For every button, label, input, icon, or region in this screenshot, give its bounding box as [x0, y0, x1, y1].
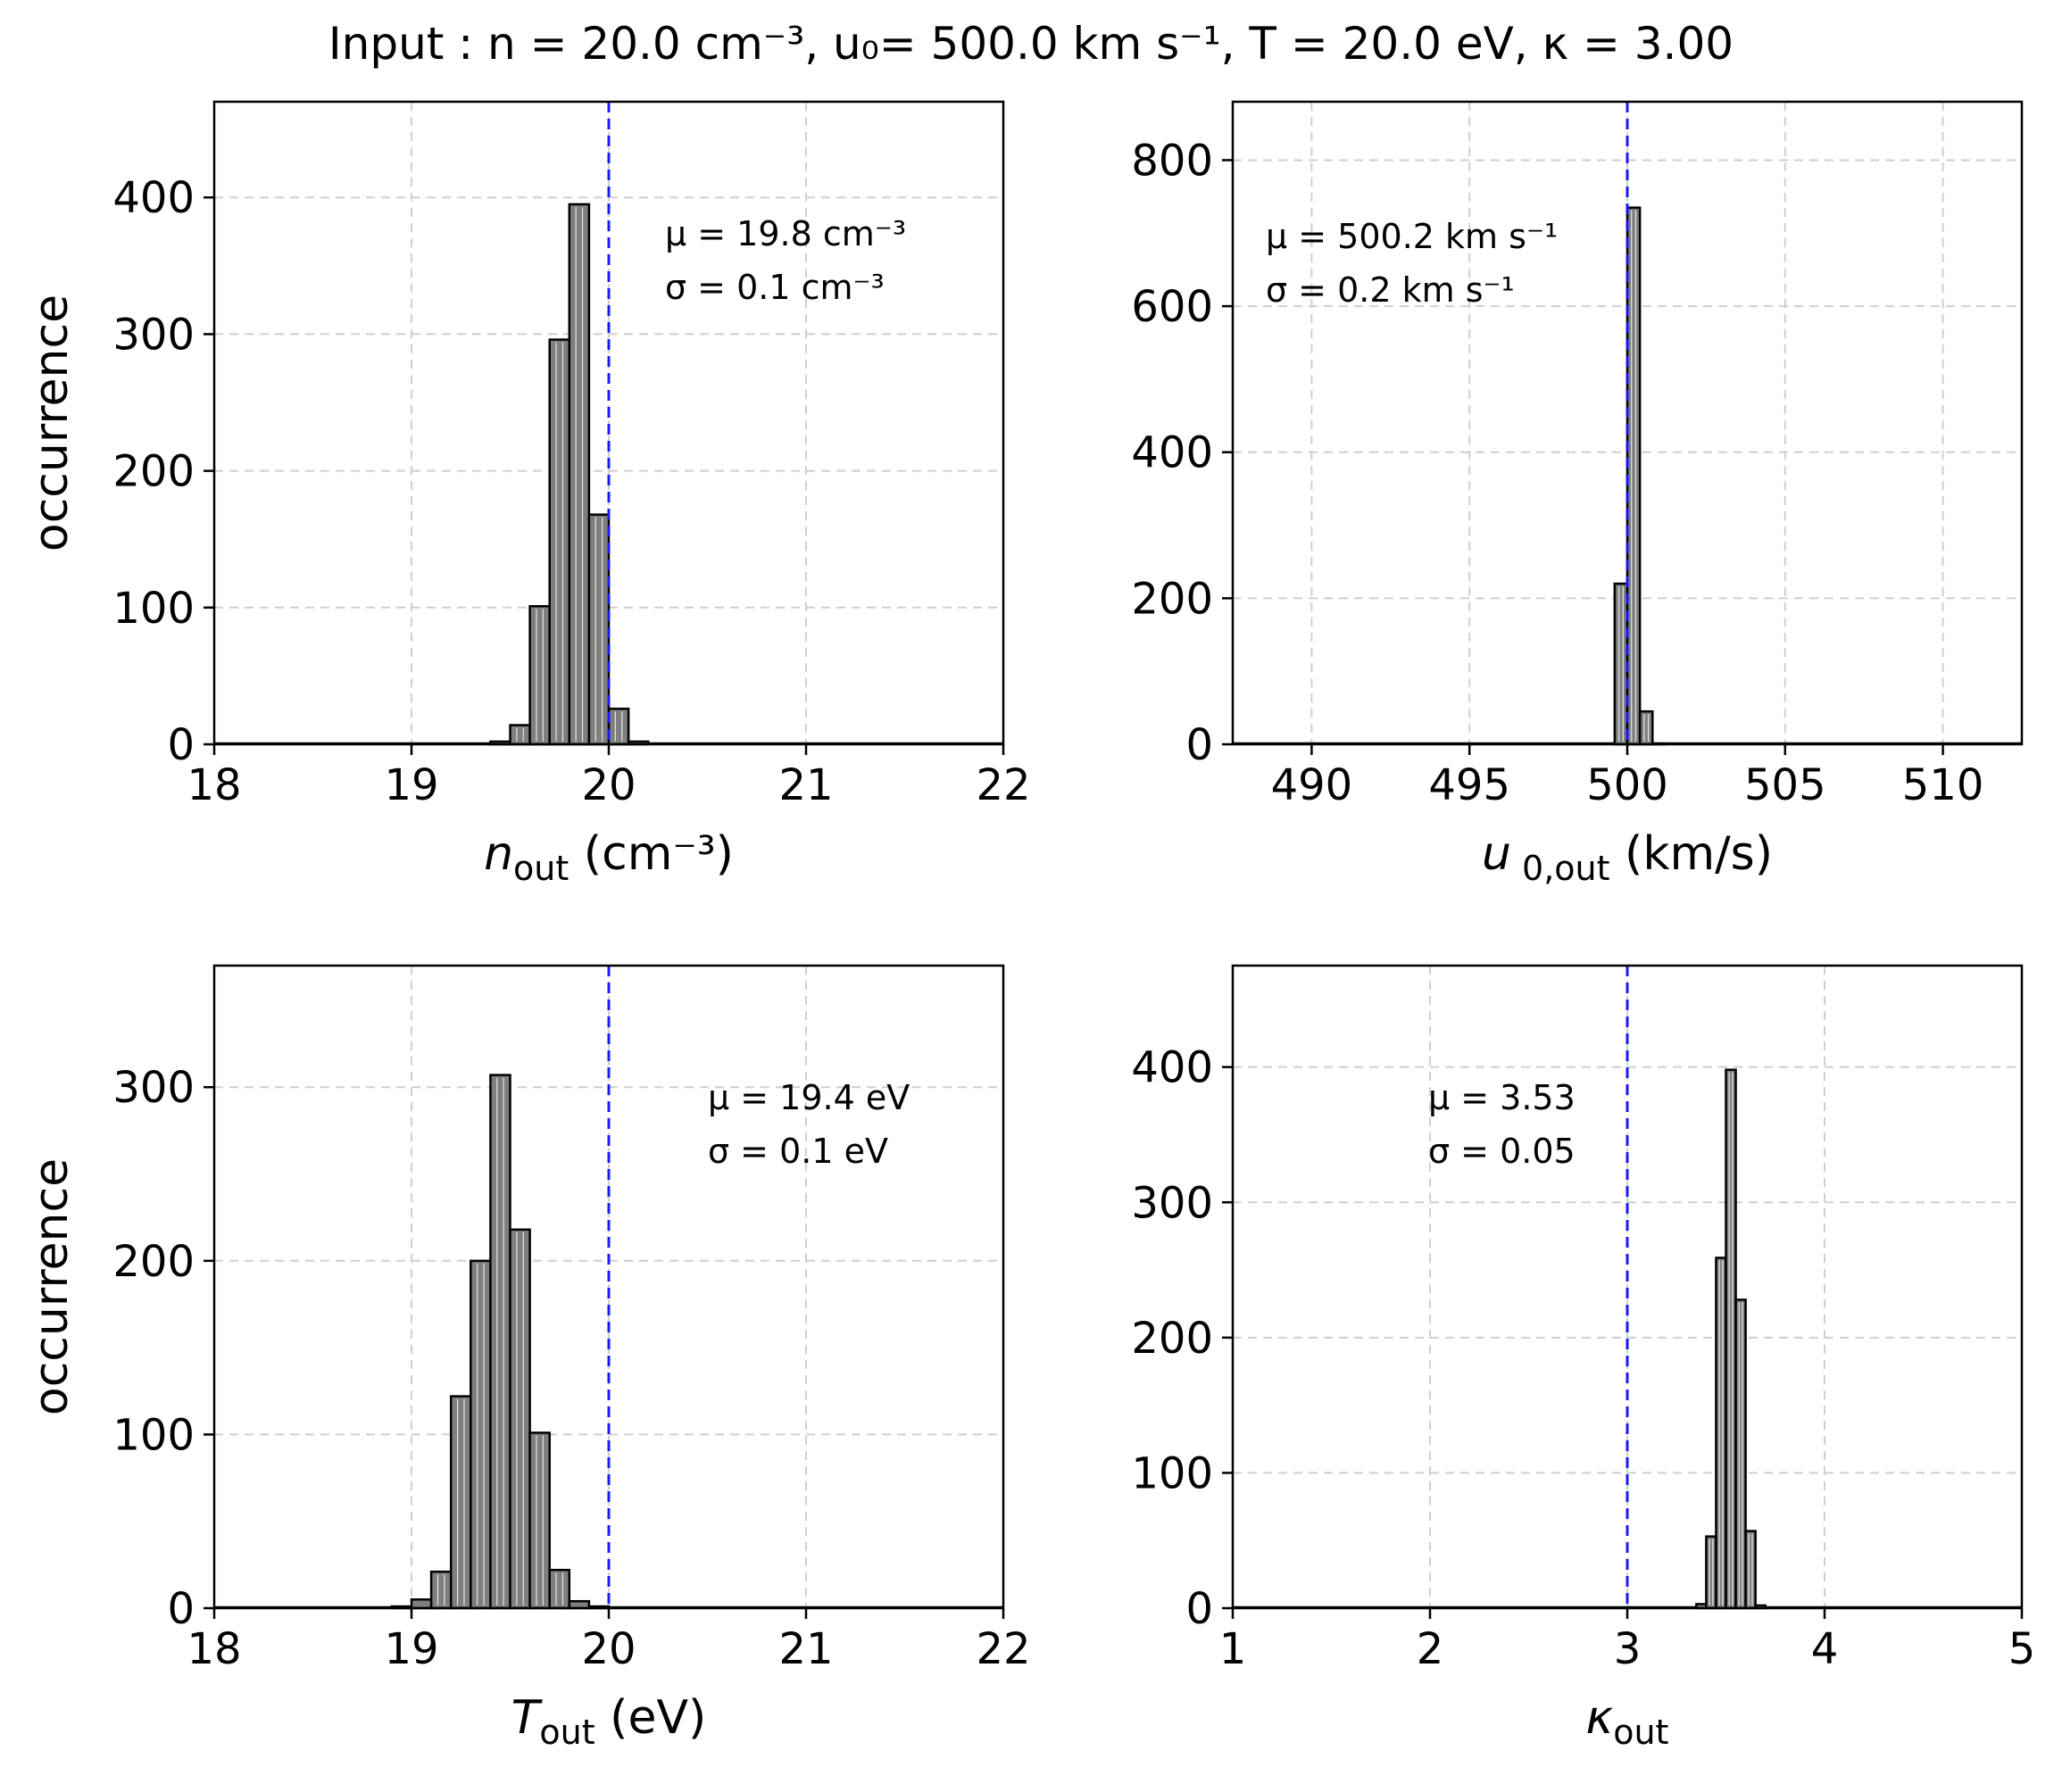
y-tick-label: 200 [1131, 1314, 1213, 1364]
histogram-bar [509, 724, 531, 746]
y-tick-label: 0 [1185, 720, 1213, 770]
chart-panel-bottom-right: 1 2 3 4 5 0 100 200 300 400 κout μ = 3.53 σ = 0.05 [1131, 964, 2036, 1752]
histogram-bar [489, 1074, 511, 1610]
annotation-sigma: σ = 0.1 eV [708, 1132, 888, 1171]
chart-panel-top-right: 490 495 500 505 510 0 200 400 600 800 u 0,out (km/… [1131, 100, 2024, 888]
x-tick-label: 490 [1271, 760, 1353, 810]
annotation-mean: μ = 500.2 km s⁻¹ [1266, 217, 1558, 256]
annotation-mean: μ = 3.53 [1428, 1078, 1576, 1117]
y-tick-label: 200 [1131, 574, 1213, 624]
x-tick-label: 20 [581, 1624, 636, 1674]
histogram-bar [1625, 206, 1642, 746]
annotation-mean: μ = 19.4 eV [708, 1078, 910, 1117]
histogram-bar [587, 513, 611, 746]
x-axis-label: κout [1586, 1691, 1669, 1752]
histogram-bar [1725, 1068, 1737, 1610]
y-axis-label: occurrence [25, 1158, 79, 1415]
x-tick-label: 19 [384, 760, 438, 810]
y-tick-label: 800 [1131, 136, 1213, 186]
x-tick-label: 20 [581, 760, 636, 810]
x-axis-label-unit: (km/s) [1610, 827, 1773, 881]
y-tick-label: 100 [112, 1410, 195, 1460]
histogram-bar [568, 203, 591, 746]
y-tick-label: 400 [1131, 1043, 1213, 1093]
annotation-mean: μ = 19.8 cm⁻³ [665, 214, 906, 253]
y-tick-label: 200 [112, 447, 195, 497]
histogram-bar [470, 1259, 492, 1610]
y-tick-label: 400 [112, 173, 195, 223]
figure-title: Input : n = 20.0 cm⁻³, u₀= 500.0 km s⁻¹,… [328, 18, 1734, 70]
x-tick-label: 19 [384, 1624, 438, 1674]
x-tick-label: 510 [1902, 760, 1984, 810]
histogram-bar [449, 1395, 472, 1610]
histogram-bar [429, 1570, 453, 1610]
histogram-bar [1705, 1535, 1717, 1610]
x-axis-label-subscript: out [1613, 1713, 1668, 1752]
y-tick-label: 300 [112, 1063, 195, 1113]
x-tick-label: 5 [2008, 1624, 2036, 1674]
x-tick-label: 21 [778, 760, 833, 810]
x-tick-label: 505 [1744, 760, 1826, 810]
x-axis-label-unit: (eV) [595, 1691, 707, 1745]
x-tick-label: 500 [1586, 760, 1668, 810]
x-tick-label: 18 [187, 1624, 241, 1674]
histogram-bar [1715, 1257, 1727, 1610]
annotation-sigma: σ = 0.05 [1428, 1132, 1576, 1171]
annotation-sigma: σ = 0.2 km s⁻¹ [1266, 270, 1515, 310]
x-tick-label: 22 [976, 760, 1030, 810]
x-axis-label: Tout (eV) [511, 1691, 707, 1752]
x-axis-label-subscript: 0,out [1511, 849, 1610, 888]
x-axis-label: nout (cm⁻³) [484, 827, 734, 888]
x-axis-label-symbol: n [484, 827, 513, 881]
y-tick-label: 200 [112, 1237, 195, 1287]
histogram-bar [1744, 1530, 1757, 1610]
chart-panel-top-left: 18 19 20 21 22 0 100 200 300 400 occurrence nout (c… [25, 100, 1031, 888]
chart-panel-bottom-left: 18 19 20 21 22 0 100 200 300 occurrence Tout (eV) μ… [25, 964, 1031, 1752]
x-tick-label: 21 [778, 1624, 833, 1674]
x-axis-label: u 0,out (km/s) [1482, 827, 1773, 888]
x-axis-label-symbol: u [1482, 827, 1511, 881]
histogram-bar [1613, 582, 1629, 746]
x-tick-label: 495 [1428, 760, 1510, 810]
y-tick-label: 300 [1131, 1178, 1213, 1228]
y-tick-label: 0 [1185, 1584, 1213, 1634]
x-axis-label-symbol: T [511, 1691, 544, 1745]
x-axis-label-symbol: κ [1586, 1691, 1614, 1745]
y-tick-label: 0 [167, 1584, 195, 1634]
y-tick-label: 0 [167, 720, 195, 770]
histogram-bar [410, 1598, 433, 1610]
x-tick-label: 4 [1811, 1624, 1839, 1674]
y-tick-label: 100 [112, 584, 195, 634]
x-axis-label-unit: (cm⁻³) [569, 827, 734, 881]
histogram-bar [528, 605, 551, 746]
histogram-bar [548, 338, 571, 746]
histogram-bar [509, 1228, 531, 1610]
x-tick-label: 2 [1417, 1624, 1444, 1674]
x-tick-label: 18 [187, 760, 241, 810]
histogram-bar [607, 707, 630, 746]
x-tick-label: 3 [1614, 1624, 1642, 1674]
x-axis-label-subscript: out [513, 849, 569, 888]
y-tick-label: 100 [1131, 1448, 1213, 1498]
y-tick-label: 400 [1131, 428, 1213, 478]
annotation-sigma: σ = 0.1 cm⁻³ [665, 268, 885, 307]
x-tick-label: 1 [1219, 1624, 1247, 1674]
y-tick-label: 600 [1131, 282, 1213, 332]
histogram-bar [1638, 709, 1654, 746]
x-axis-label-subscript: out [539, 1713, 594, 1752]
histogram-bar [1734, 1298, 1747, 1610]
histogram-bar [528, 1431, 551, 1610]
histogram-bar [548, 1568, 571, 1610]
x-tick-label: 22 [976, 1624, 1030, 1674]
y-tick-label: 300 [112, 310, 195, 360]
y-axis-label: occurrence [25, 295, 79, 552]
